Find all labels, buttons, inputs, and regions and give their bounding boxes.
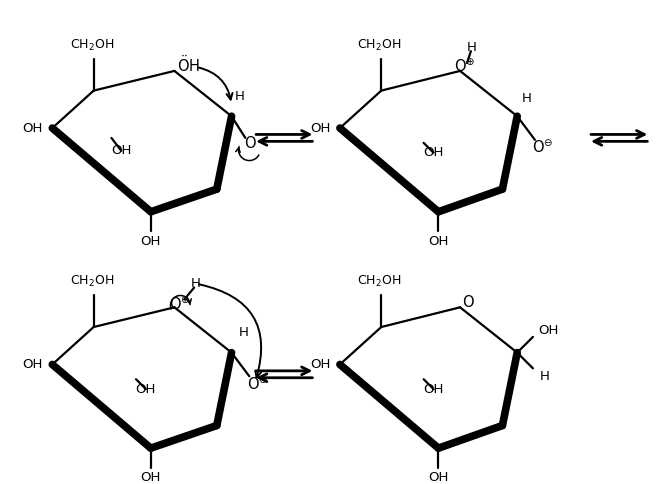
Text: OH: OH xyxy=(136,382,156,395)
Text: OH: OH xyxy=(140,471,161,484)
Text: H: H xyxy=(234,90,244,103)
Text: H: H xyxy=(467,41,477,54)
Text: $\ddot{\mathrm{O}}$H: $\ddot{\mathrm{O}}$H xyxy=(177,55,200,76)
Text: $\mathrm{CH_2OH}$: $\mathrm{CH_2OH}$ xyxy=(69,274,114,289)
Text: $\mathrm{CH_2OH}$: $\mathrm{CH_2OH}$ xyxy=(357,38,401,53)
Text: OH: OH xyxy=(424,382,444,395)
Text: OH: OH xyxy=(428,471,449,484)
Text: $\mathrm{O}^{\oplus}$: $\mathrm{O}^{\oplus}$ xyxy=(169,296,190,313)
Text: H: H xyxy=(522,92,532,105)
Text: OH: OH xyxy=(424,146,444,159)
Text: OH: OH xyxy=(428,235,449,248)
Text: $\mathrm{O}^{\ominus}$: $\mathrm{O}^{\ominus}$ xyxy=(246,376,268,393)
Text: OH: OH xyxy=(310,358,331,371)
Text: OH: OH xyxy=(310,121,331,135)
Text: $\mathrm{O}^{\ominus}$: $\mathrm{O}^{\ominus}$ xyxy=(532,139,554,156)
Text: $\mathrm{CH_2OH}$: $\mathrm{CH_2OH}$ xyxy=(69,38,114,53)
Text: O: O xyxy=(244,136,256,151)
Text: OH: OH xyxy=(140,235,161,248)
Text: OH: OH xyxy=(23,121,43,135)
Text: H: H xyxy=(191,277,201,290)
Text: OH: OH xyxy=(23,358,43,371)
Text: O: O xyxy=(462,295,474,310)
Text: OH: OH xyxy=(538,324,559,337)
Text: H: H xyxy=(540,370,550,383)
Text: $\mathrm{O}^{\oplus}$: $\mathrm{O}^{\oplus}$ xyxy=(454,57,476,75)
Text: OH: OH xyxy=(111,144,132,157)
Text: $\mathrm{CH_2OH}$: $\mathrm{CH_2OH}$ xyxy=(357,274,401,289)
Text: H: H xyxy=(238,326,248,339)
